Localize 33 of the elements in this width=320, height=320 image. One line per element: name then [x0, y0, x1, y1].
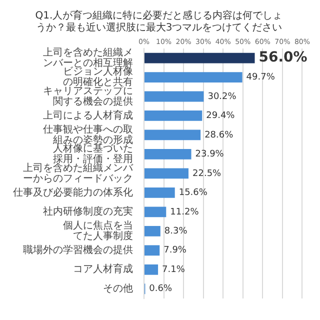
data-label: 30.2% — [208, 92, 237, 102]
y-tick-label: 上司による人材育成 — [43, 109, 133, 122]
y-tick-label: 個人に焦点を当てた人事制度 — [63, 220, 133, 242]
bar — [144, 72, 242, 82]
bar — [144, 110, 202, 121]
bar — [144, 226, 160, 236]
data-label: 15.6% — [178, 188, 208, 198]
bar — [144, 130, 201, 140]
y-tick-label: 職場外の学習機会の提供 — [23, 244, 133, 256]
data-label: 22.5% — [192, 168, 222, 179]
bar — [144, 187, 175, 198]
data-label: 0.6% — [149, 284, 172, 294]
data-label: 11.2% — [170, 207, 200, 218]
bar — [144, 168, 188, 179]
bar — [144, 149, 192, 160]
y-tick-label: コア人材育成 — [73, 263, 133, 276]
data-label: 23.9% — [195, 150, 224, 160]
data-label: 7.9% — [164, 246, 187, 256]
bar — [144, 264, 158, 275]
data-label: 8.3% — [164, 226, 188, 237]
bar — [144, 245, 160, 256]
data-label: 56.0% — [258, 50, 308, 66]
chart-title: Q1.人が育つ組織に特に必要だと感じる内容は何でしょうか？最も近い選択肢に最大3つマルをつけてください — [35, 10, 283, 34]
bar — [144, 91, 204, 102]
data-label: 29.4% — [206, 111, 236, 122]
y-tick-label: 仕事及び必要能力の体系化 — [13, 186, 133, 198]
y-tick-label: 社内研修制度の充実 — [43, 206, 133, 218]
bar — [144, 206, 166, 218]
data-label: 7.1% — [162, 264, 186, 275]
bar — [144, 52, 255, 64]
data-label: 28.6% — [204, 130, 234, 140]
y-tick-label: その他 — [103, 282, 133, 294]
data-label: 49.7% — [246, 72, 276, 83]
